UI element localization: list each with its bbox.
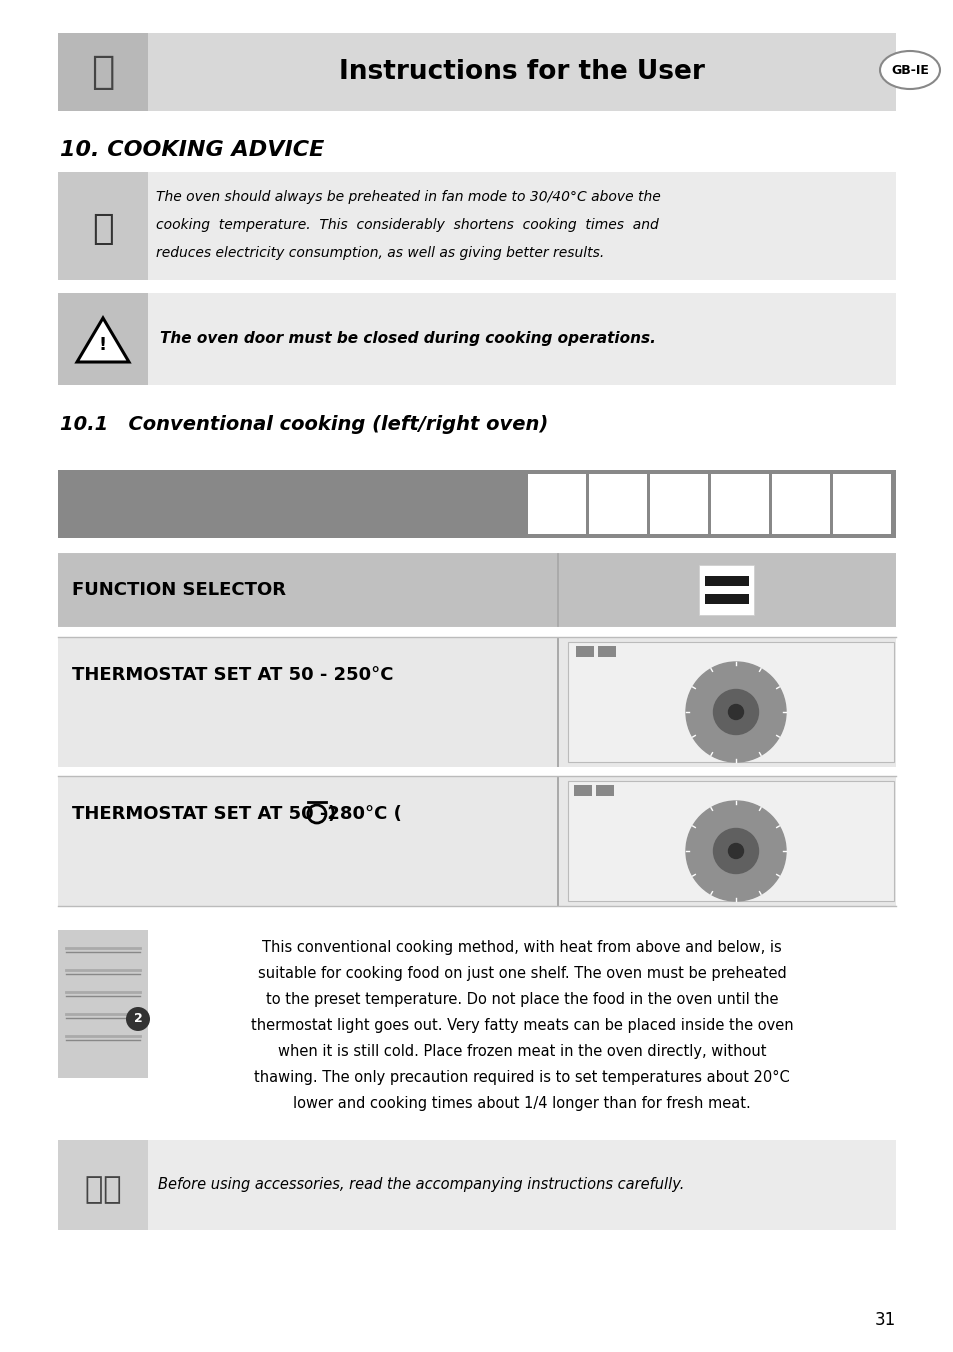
Circle shape <box>685 800 785 900</box>
Circle shape <box>713 690 758 734</box>
Circle shape <box>728 704 742 719</box>
Bar <box>710 475 768 534</box>
Text: !: ! <box>99 337 107 354</box>
Bar <box>148 32 895 111</box>
Bar <box>58 776 895 906</box>
Bar <box>58 637 895 767</box>
Bar <box>704 576 748 585</box>
Text: 10.1   Conventional cooking (left/right oven): 10.1 Conventional cooking (left/right ov… <box>60 415 548 434</box>
Bar <box>58 1140 895 1230</box>
Bar <box>58 32 148 111</box>
Text: The oven should always be preheated in fan mode to 30/40°C above the: The oven should always be preheated in f… <box>156 191 660 204</box>
Bar <box>576 646 594 657</box>
Text: thermostat light goes out. Very fatty meats can be placed inside the oven: thermostat light goes out. Very fatty me… <box>251 1018 793 1033</box>
Text: Before using accessories, read the accompanying instructions carefully.: Before using accessories, read the accom… <box>158 1178 683 1192</box>
Bar <box>832 475 890 534</box>
Polygon shape <box>77 318 129 362</box>
Bar <box>557 776 558 906</box>
Text: 👨‍🍳: 👨‍🍳 <box>85 1175 121 1205</box>
Text: 🥄: 🥄 <box>91 53 114 91</box>
Text: GB-IE: GB-IE <box>890 64 928 77</box>
Bar <box>58 172 895 280</box>
Circle shape <box>728 844 742 859</box>
Text: 10. COOKING ADVICE: 10. COOKING ADVICE <box>60 141 324 160</box>
Text: FUNCTION SELECTOR: FUNCTION SELECTOR <box>71 581 286 599</box>
Text: thawing. The only precaution required is to set temperatures about 20°C: thawing. The only precaution required is… <box>253 1069 789 1086</box>
Bar <box>596 786 614 796</box>
Bar <box>58 172 148 280</box>
Text: 2: 2 <box>133 1013 142 1026</box>
Circle shape <box>685 662 785 763</box>
Bar <box>771 475 829 534</box>
Bar <box>527 475 585 534</box>
Bar <box>567 642 893 763</box>
Text: Instructions for the User: Instructions for the User <box>338 59 704 85</box>
Bar <box>58 1140 148 1230</box>
Text: This conventional cooking method, with heat from above and below, is: This conventional cooking method, with h… <box>262 940 781 955</box>
Bar <box>574 786 592 796</box>
Text: 31: 31 <box>874 1311 895 1329</box>
Text: suitable for cooking food on just one shelf. The oven must be preheated: suitable for cooking food on just one sh… <box>257 965 785 982</box>
Bar <box>557 552 558 627</box>
Text: when it is still cold. Place frozen meat in the oven directly, without: when it is still cold. Place frozen meat… <box>277 1044 765 1059</box>
Bar <box>58 293 895 385</box>
Text: THERMOSTAT SET AT 50 - 250°C: THERMOSTAT SET AT 50 - 250°C <box>71 667 393 684</box>
Bar <box>58 293 148 385</box>
Circle shape <box>126 1007 150 1032</box>
Text: to the preset temperature. Do not place the food in the oven until the: to the preset temperature. Do not place … <box>266 992 778 1007</box>
Text: lower and cooking times about 1/4 longer than for fresh meat.: lower and cooking times about 1/4 longer… <box>293 1096 750 1111</box>
Bar <box>588 475 646 534</box>
Text: The oven door must be closed during cooking operations.: The oven door must be closed during cook… <box>160 331 656 346</box>
Circle shape <box>713 829 758 873</box>
Bar <box>598 646 616 657</box>
Bar <box>649 475 707 534</box>
Bar <box>58 470 895 538</box>
Text: reduces electricity consumption, as well as giving better results.: reduces electricity consumption, as well… <box>156 246 603 260</box>
Text: 📋: 📋 <box>92 212 113 246</box>
Bar <box>704 594 748 604</box>
Text: ): ) <box>328 804 335 823</box>
Bar <box>58 930 148 1078</box>
Text: cooking  temperature.  This  considerably  shortens  cooking  times  and: cooking temperature. This considerably s… <box>156 218 659 233</box>
Text: THERMOSTAT SET AT 50 -280°C (: THERMOSTAT SET AT 50 -280°C ( <box>71 804 401 823</box>
Bar <box>567 781 893 900</box>
Ellipse shape <box>879 51 939 89</box>
Bar <box>58 552 895 627</box>
Bar <box>699 565 754 615</box>
Bar <box>557 637 558 767</box>
